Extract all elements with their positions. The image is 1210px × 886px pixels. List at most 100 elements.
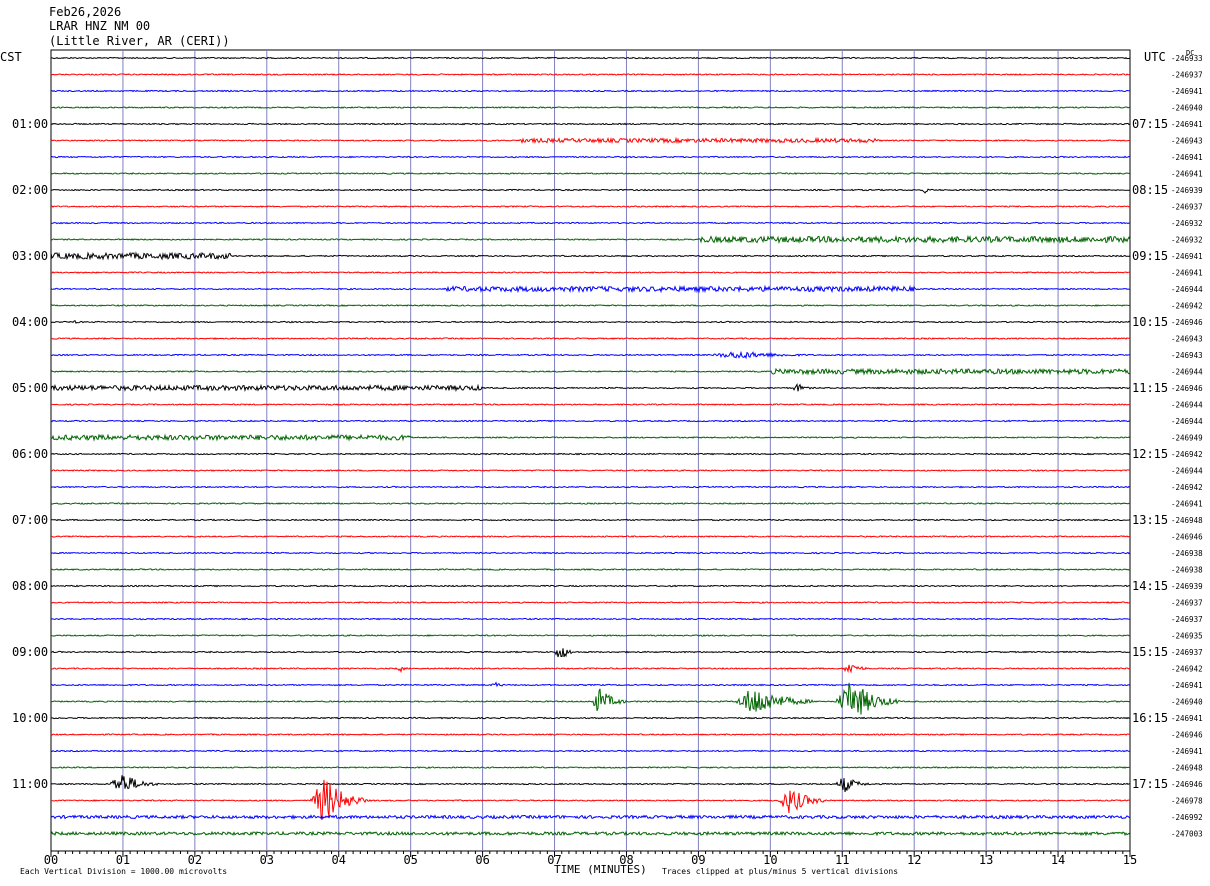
x-tick-label: 05	[403, 853, 417, 867]
right-hour-label: 13:15	[1132, 513, 1168, 527]
x-tick-label: 14	[1051, 853, 1065, 867]
seismic-trace	[50, 221, 1131, 225]
dc-offset-label: -246946	[1171, 780, 1203, 789]
dc-offset-label: -246941	[1171, 747, 1203, 756]
clip-note: Traces clipped at plus/minus 5 vertical …	[662, 867, 899, 876]
dc-offset-label: -246941	[1171, 87, 1203, 96]
seismic-trace	[50, 136, 1131, 145]
left-hour-label: 05:00	[12, 381, 48, 395]
seismic-trace	[51, 106, 1131, 109]
seismic-trace	[50, 681, 1131, 688]
seismic-trace	[50, 155, 1131, 159]
dc-offset-label: -246948	[1171, 764, 1203, 773]
right-hour-label: 10:15	[1132, 315, 1168, 329]
right-hour-label: 14:15	[1132, 579, 1168, 593]
seismic-trace	[50, 617, 1131, 621]
right-timezone-label: UTC	[1144, 50, 1166, 64]
dc-offset-label: -246942	[1171, 665, 1203, 674]
seismic-trace	[50, 634, 1131, 637]
right-hour-label: 07:15	[1132, 117, 1168, 131]
seismic-trace	[50, 551, 1131, 555]
seismic-trace	[50, 648, 1130, 658]
x-tick-label: 09	[691, 853, 705, 867]
x-tick-label: 08	[619, 853, 633, 867]
right-hour-label: 17:15	[1132, 777, 1168, 791]
dc-offset-label: -246944	[1171, 401, 1203, 410]
x-tick-label: 12	[907, 853, 921, 867]
right-hour-label: 11:15	[1132, 381, 1168, 395]
x-tick-label: 13	[979, 853, 993, 867]
left-hour-label: 02:00	[12, 183, 48, 197]
seismic-trace	[50, 716, 1131, 720]
left-hour-label: 09:00	[12, 645, 48, 659]
seismic-trace	[50, 284, 1131, 294]
seismic-trace	[50, 779, 1131, 821]
dc-offset-label: -246941	[1171, 120, 1203, 129]
dc-label: DC	[1186, 49, 1195, 57]
dc-offset-label: -246943	[1171, 335, 1203, 344]
seismic-trace	[50, 535, 1131, 538]
right-hour-label: 09:15	[1132, 249, 1168, 263]
seismic-trace	[50, 320, 1131, 324]
seismic-trace	[50, 502, 1131, 505]
x-tick-label: 10	[763, 853, 777, 867]
seismic-trace	[50, 664, 1131, 674]
dc-offset-label: -246946	[1171, 533, 1203, 542]
plot-frame	[50, 49, 1131, 852]
x-tick-label: 03	[260, 853, 274, 867]
right-hour-label: 15:15	[1132, 645, 1168, 659]
division-note: Each Vertical Division = 1000.00 microvo…	[20, 867, 228, 876]
x-tick-label: 07	[547, 853, 561, 867]
right-hour-label: 08:15	[1132, 183, 1168, 197]
seismic-trace	[51, 433, 1131, 442]
dc-offset-label: -246937	[1171, 203, 1203, 212]
dc-offset-label: -246944	[1171, 417, 1203, 426]
seismic-trace	[50, 584, 1131, 588]
seismic-trace	[50, 568, 1131, 571]
dc-offset-label: -246941	[1171, 500, 1203, 509]
dc-offset-label: -246937	[1171, 615, 1203, 624]
left-hour-label: 04:00	[12, 315, 48, 329]
seismic-trace	[50, 733, 1130, 736]
dc-offset-label: -246944	[1171, 368, 1203, 377]
dc-offset-label: -246948	[1171, 516, 1203, 525]
station-code: LRAR HNZ NM 00	[49, 19, 151, 33]
left-timezone-label: CST	[0, 50, 22, 64]
dc-offset-label: -246933	[1171, 54, 1203, 63]
dc-offset-label: -246935	[1171, 632, 1203, 641]
x-tick-label: 02	[188, 853, 202, 867]
x-axis-label: TIME (MINUTES)	[554, 863, 647, 876]
right-hour-label: 12:15	[1132, 447, 1168, 461]
left-hour-label: 07:00	[12, 513, 48, 527]
x-tick-label: 00	[44, 853, 58, 867]
dc-offset-label: -246943	[1171, 137, 1203, 146]
dc-offset-label: -246941	[1171, 681, 1203, 690]
seismic-trace	[50, 73, 1131, 76]
seismic-trace	[50, 271, 1131, 274]
dc-offset-label: -246932	[1171, 219, 1203, 228]
left-hour-label: 03:00	[12, 249, 48, 263]
dc-offset-label: -246942	[1171, 483, 1203, 492]
seismic-trace	[51, 518, 1131, 522]
seismic-trace	[50, 172, 1131, 175]
dc-offset-label: -246937	[1171, 599, 1203, 608]
seismic-trace	[50, 122, 1131, 126]
seismic-trace	[50, 775, 1131, 793]
dc-offset-label: -246946	[1171, 318, 1203, 327]
seismic-trace	[50, 419, 1131, 423]
dc-offset-label: -246941	[1171, 714, 1203, 723]
dc-offset-label: -246943	[1171, 351, 1203, 360]
chart-date: Feb26,2026	[49, 5, 122, 19]
dc-offset-label: -246941	[1171, 153, 1203, 162]
dc-offset-label: -246941	[1171, 269, 1203, 278]
dc-offset-label: -246946	[1171, 731, 1203, 740]
seismic-trace	[50, 367, 1131, 376]
seismic-trace	[50, 469, 1131, 472]
dc-offset-label: -246941	[1171, 170, 1203, 179]
seismic-trace	[50, 89, 1131, 93]
dc-offset-label: -246941	[1171, 252, 1203, 261]
seismic-trace	[50, 830, 1131, 837]
left-hour-label: 10:00	[12, 711, 48, 725]
seismic-trace	[50, 304, 1131, 307]
